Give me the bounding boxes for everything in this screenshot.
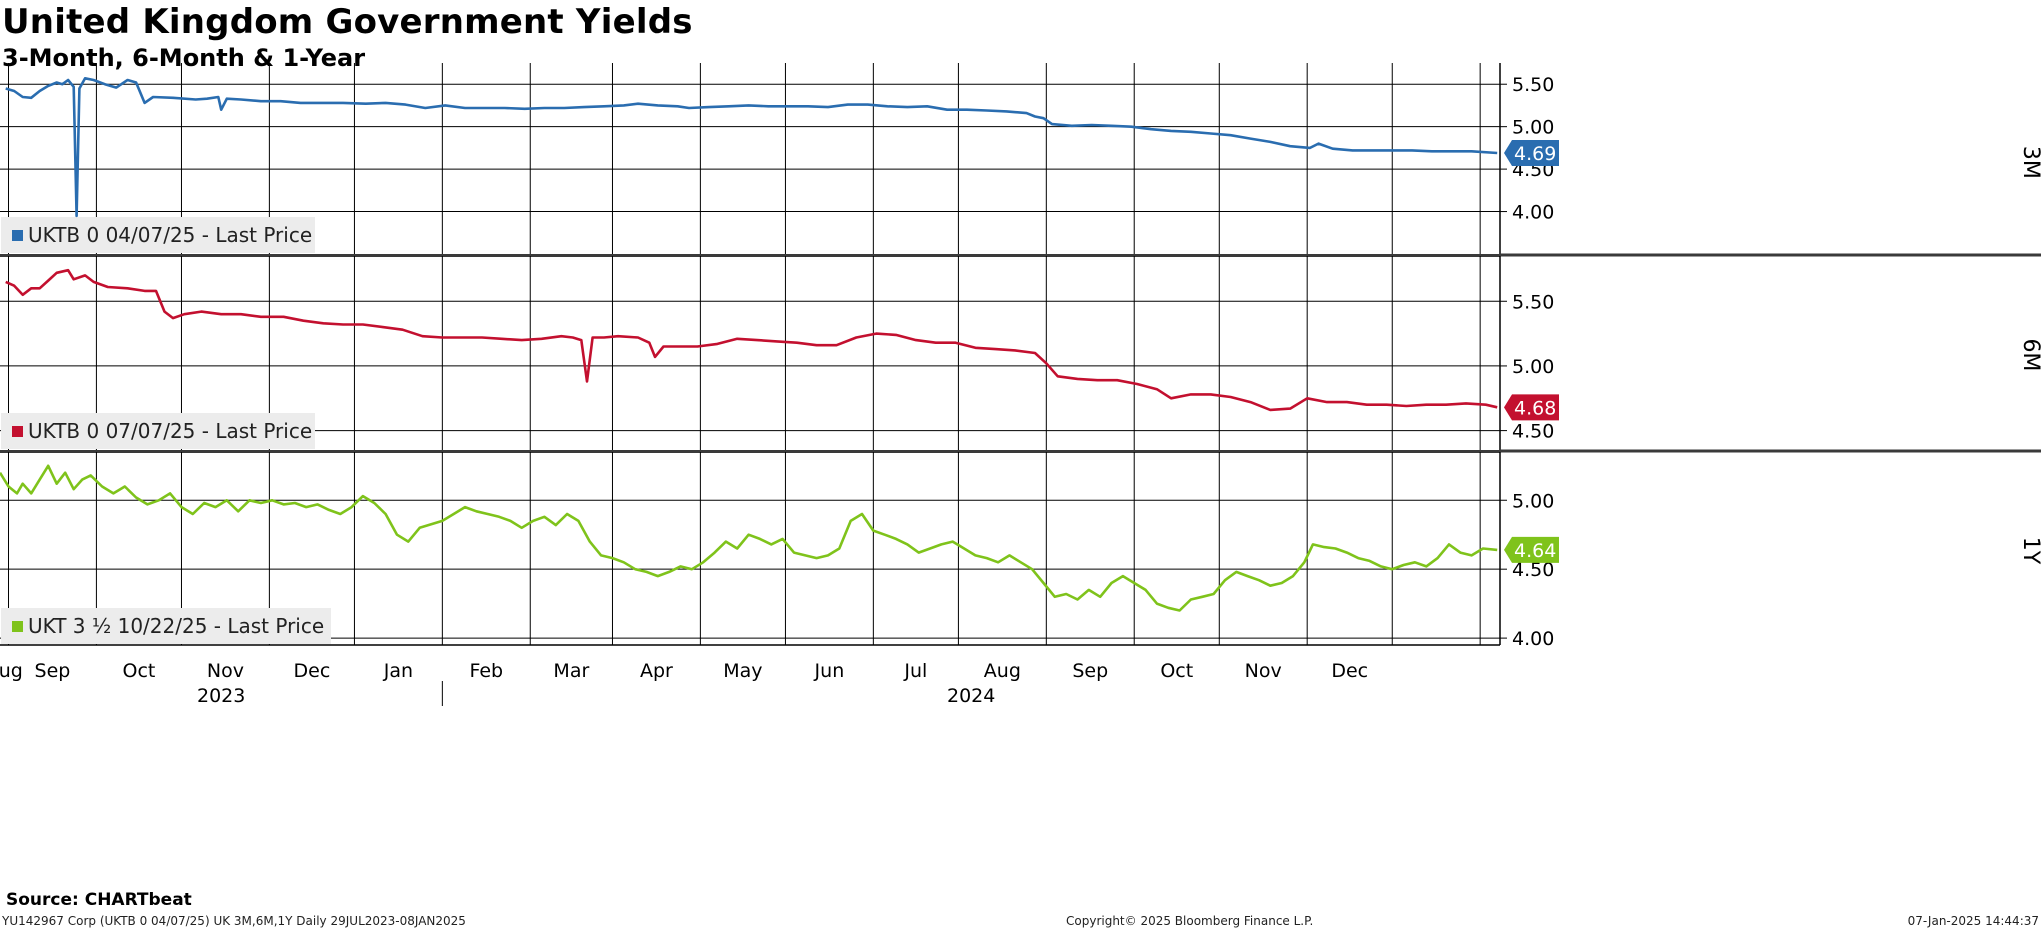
y-tick-label: 5.50 (1512, 291, 1554, 313)
panel-name-3M: 3M (2018, 146, 2041, 179)
x-tick-label: May (723, 660, 762, 682)
x-tick-label: Jan (383, 660, 413, 682)
x-tick-label: Nov (207, 660, 244, 682)
y-tick-label: 4.50 (1512, 421, 1554, 443)
legend-swatch (12, 230, 23, 241)
x-tick-label: Jun (814, 660, 845, 682)
legend-label: UKTB 0 07/07/25 - Last Price (28, 419, 312, 443)
series-line-1Y (0, 464, 1498, 612)
chart-canvas: 5.50 5.00 4.50 4.00 UKTB 0 04/07/25 - Last P… (0, 63, 2041, 707)
panel-separator (0, 254, 1500, 257)
year-label: 2023 (197, 685, 245, 707)
y-tick-label: 4.50 (1512, 559, 1554, 581)
x-tick-label: Sep (35, 660, 71, 682)
copyright: Copyright© 2025 Bloomberg Finance L.P. (1066, 914, 1314, 928)
x-tick-label: Dec (294, 660, 331, 682)
panel-name-6M: 6M (2018, 338, 2041, 371)
ticker-line: YU142967 Corp (UKTB 0 04/07/25) UK 3M,6M… (2, 914, 466, 928)
legend-swatch (12, 426, 23, 437)
x-tick-label: Feb (469, 660, 503, 682)
y-tick-label: 5.00 (1512, 117, 1554, 139)
x-tick-label: Nov (1245, 660, 1282, 682)
y-tick-label: 5.50 (1512, 74, 1554, 96)
x-tick-label: Mar (553, 660, 589, 682)
legend-box (1, 608, 331, 644)
x-tick-label: Sep (1072, 660, 1108, 682)
chart-subtitle: 3-Month, 6-Month & 1-Year (2, 44, 366, 72)
source-note: Source: CHARTbeat (6, 890, 192, 910)
x-tick-label: Oct (1160, 660, 1193, 682)
y-tick-label: 5.00 (1512, 490, 1554, 512)
last-value-tag (1504, 139, 1559, 166)
x-tick-label: Aug (0, 660, 23, 682)
last-value-label: 4.68 (1514, 397, 1556, 419)
y-tick-label: 5.00 (1512, 356, 1554, 378)
x-tick-label: Dec (1331, 660, 1368, 682)
last-value-tag (1504, 536, 1559, 563)
last-value-label: 4.64 (1514, 540, 1556, 562)
chart-title: United Kingdom Government Yields (2, 2, 693, 42)
y-tick-label: 4.00 (1512, 202, 1554, 224)
timestamp: 07-Jan-2025 14:44:37 (1907, 914, 2039, 928)
legend-box (1, 217, 315, 253)
legend-swatch (12, 621, 23, 632)
series-line-3M (5, 77, 1498, 218)
legend-label: UKTB 0 04/07/25 - Last Price (28, 223, 312, 247)
series-line-6M (5, 268, 1498, 412)
x-tick-label: Aug (984, 660, 1021, 682)
x-tick-label: Apr (640, 660, 673, 682)
year-label: 2024 (947, 685, 995, 707)
legend-label: UKT 3 ½ 10/22/25 - Last Price (28, 614, 324, 638)
last-value-tag (1504, 394, 1559, 421)
x-tick-label: Oct (123, 660, 156, 682)
last-value-label: 4.69 (1514, 143, 1556, 165)
y-tick-label: 4.00 (1512, 628, 1554, 650)
panel-name-1Y: 1Y (2018, 537, 2041, 565)
x-tick-label: Jul (903, 660, 927, 682)
legend-box (1, 413, 315, 449)
panel-separator (0, 450, 1500, 453)
